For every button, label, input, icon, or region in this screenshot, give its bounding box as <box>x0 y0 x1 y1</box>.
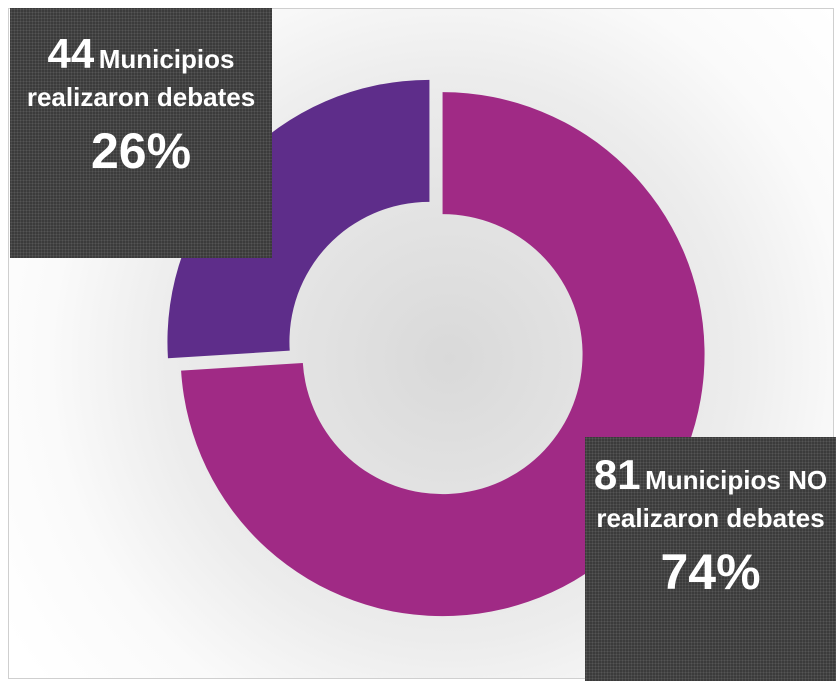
count-label: 81 <box>593 451 641 498</box>
value-label: 26% <box>90 123 192 180</box>
label-box: 44 Municipios realizaron debates 26% <box>10 8 272 258</box>
value-label: 74% <box>660 544 761 601</box>
category-label: Municipios NO realizaron debates <box>596 465 828 533</box>
category-label: Municipios realizaron debates <box>26 44 256 112</box>
count-label: 44 <box>47 30 95 77</box>
donut-slice <box>167 79 430 359</box>
donut-slice <box>181 92 705 617</box>
label-box: 81 Municipios NO realizaron debates 74% <box>585 437 836 681</box>
